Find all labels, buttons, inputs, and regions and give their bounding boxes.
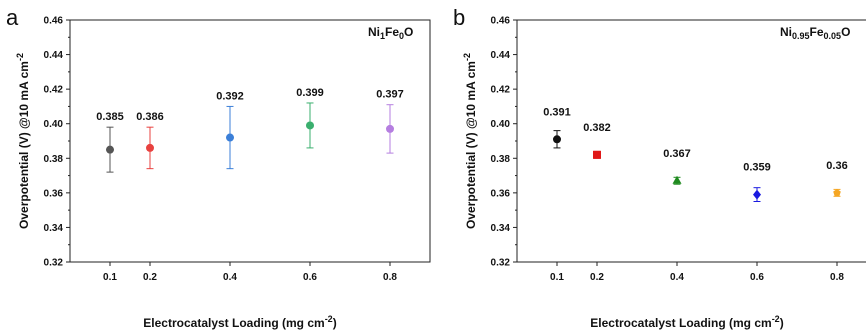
x-tick-label: 0.1 bbox=[103, 272, 117, 283]
y-tick-label: 0.42 bbox=[44, 85, 64, 96]
y-tick-label: 0.36 bbox=[491, 188, 511, 199]
marker-circle bbox=[146, 143, 154, 152]
x-axis-title: Electrocatalyst Loading (mg cm-2) bbox=[590, 314, 783, 330]
y-tick-label: 0.40 bbox=[491, 119, 511, 130]
marker-circle bbox=[106, 145, 114, 154]
y-tick-label: 0.44 bbox=[44, 50, 64, 61]
panel-label: b bbox=[453, 5, 465, 30]
plot-frame bbox=[69, 19, 431, 263]
data-point: 0.392 bbox=[216, 90, 244, 170]
x-tick-label: 0.4 bbox=[223, 272, 237, 283]
y-tick-label: 0.44 bbox=[491, 50, 511, 61]
y-tick-label: 0.34 bbox=[491, 223, 511, 234]
x-axis-title: Electrocatalyst Loading (mg cm-2) bbox=[143, 314, 336, 330]
sample-annotation: Ni0.95Fe0.05O bbox=[780, 25, 850, 41]
panel-label: a bbox=[6, 5, 19, 30]
y-tick-label: 0.36 bbox=[44, 188, 64, 199]
y-tick-label: 0.32 bbox=[44, 258, 64, 269]
y-tick-label: 0.42 bbox=[491, 85, 511, 96]
x-tick-label: 0.8 bbox=[830, 272, 844, 283]
data-label: 0.397 bbox=[376, 89, 404, 101]
marker-diamond bbox=[753, 189, 761, 200]
y-tick-label: 0.38 bbox=[44, 154, 64, 165]
data-label: 0.399 bbox=[296, 87, 324, 99]
x-tick-label: 0.6 bbox=[303, 272, 317, 283]
plot-frame bbox=[516, 19, 866, 263]
x-tick-label: 0.2 bbox=[590, 272, 604, 283]
data-point: 0.397 bbox=[376, 89, 404, 154]
data-point: 0.386 bbox=[136, 111, 164, 170]
x-tick-label: 0.1 bbox=[550, 272, 564, 283]
y-axis-title: Overpotential (V) @10 mA cm-2 bbox=[15, 53, 31, 229]
data-label: 0.391 bbox=[543, 106, 571, 118]
y-tick-label: 0.46 bbox=[44, 16, 64, 27]
data-label: 0.359 bbox=[743, 162, 771, 174]
x-tick-label: 0.2 bbox=[143, 272, 157, 283]
chart-panel-b: b 0.32 0.34 0.36 0.38 0.40 0.42 0.44 0.46 0.1 0.2 0… bbox=[453, 5, 866, 330]
marker-triangle bbox=[672, 175, 682, 184]
x-tick-label: 0.6 bbox=[750, 272, 764, 283]
data-point: 0.391 bbox=[543, 106, 571, 149]
data-label: 0.392 bbox=[216, 90, 244, 102]
y-axis-title: Overpotential (V) @10 mA cm-2 bbox=[462, 53, 478, 229]
marker-circle bbox=[226, 133, 234, 142]
y-tick-label: 0.46 bbox=[491, 16, 511, 27]
data-point: 0.359 bbox=[743, 162, 771, 202]
data-label: 0.382 bbox=[583, 122, 611, 134]
data-point: 0.382 bbox=[583, 122, 611, 159]
y-tick-label: 0.40 bbox=[44, 119, 64, 130]
y-tick-label: 0.32 bbox=[491, 258, 511, 269]
data-point: 0.367 bbox=[663, 148, 691, 185]
y-tick-label: 0.38 bbox=[491, 154, 511, 165]
sample-annotation: Ni1Fe0O bbox=[368, 25, 413, 41]
data-label: 0.36 bbox=[826, 160, 847, 172]
marker-circle bbox=[553, 135, 561, 144]
x-tick-label: 0.8 bbox=[383, 272, 397, 283]
marker-square bbox=[593, 150, 601, 159]
y-tick-label: 0.34 bbox=[44, 223, 64, 234]
data-label: 0.386 bbox=[136, 111, 164, 123]
data-label: 0.385 bbox=[96, 111, 124, 123]
data-label: 0.367 bbox=[663, 148, 691, 160]
data-point: 0.385 bbox=[96, 111, 124, 173]
chart-panel-a: a 0.32 0.34 0.36 0.38 0.40 0.42 0.44 0.46 0.1 0.2 0… bbox=[6, 5, 431, 330]
data-point: 0.399 bbox=[296, 87, 324, 149]
x-tick-label: 0.4 bbox=[670, 272, 684, 283]
marker-circle bbox=[306, 121, 314, 130]
marker-pentagon bbox=[833, 188, 841, 197]
marker-circle bbox=[386, 124, 394, 133]
data-point: 0.36 bbox=[826, 160, 848, 197]
